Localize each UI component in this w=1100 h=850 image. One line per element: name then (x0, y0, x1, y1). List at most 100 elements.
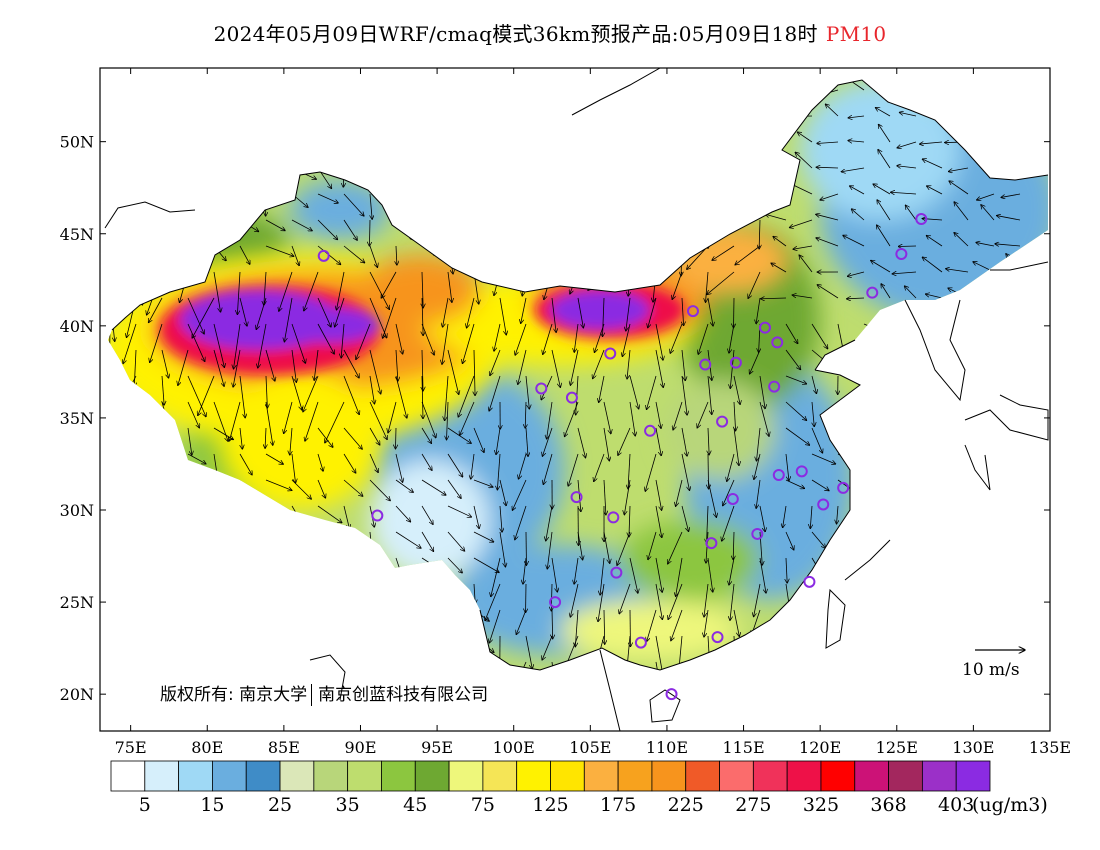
wind-arrow (239, 453, 252, 475)
wind-arrow (892, 272, 917, 274)
wind-arrow (123, 323, 137, 364)
wind-arrow (954, 233, 969, 247)
wind-arrow (733, 609, 739, 637)
wind-arrow (303, 375, 319, 412)
wind-arrow (816, 167, 839, 168)
wind-arrow (150, 323, 163, 363)
lon-tick-label: 135E (1029, 738, 1071, 757)
lon-tick-label: 85E (268, 738, 300, 757)
city-marker (915, 213, 928, 226)
wind-arrow (598, 583, 605, 622)
wind-arrow (849, 186, 865, 195)
wind-arrow (687, 245, 709, 269)
colorbar-swatch (786, 760, 822, 792)
wind-arrow (491, 557, 501, 597)
wind-arrow (229, 401, 241, 441)
wind-arrow (789, 219, 813, 228)
wind-arrow (447, 401, 448, 440)
wind-arrow (291, 323, 305, 363)
wind-arrow (396, 349, 398, 381)
wind-arrow (213, 427, 233, 440)
city-marker (565, 391, 578, 404)
wind-arrow (515, 505, 527, 540)
wind-arrow (594, 323, 605, 353)
wind-arrow (518, 453, 527, 479)
wind-arrow (421, 401, 436, 438)
wind-arrow (871, 260, 891, 273)
city-marker (729, 356, 742, 369)
wind-arrow (920, 142, 943, 144)
wind-arrow (265, 219, 285, 231)
wind-arrow (447, 427, 471, 443)
wind-arrow (317, 479, 326, 498)
colorbar-swatch (516, 760, 551, 792)
wind-arrow (655, 401, 661, 428)
wind-arrow (265, 349, 275, 381)
wind-arrow (442, 323, 449, 364)
wind-arrow (622, 323, 631, 357)
wind-arrow (422, 271, 423, 308)
city-marker (716, 415, 729, 428)
city-marker (699, 358, 712, 371)
copyright-separator (311, 684, 313, 706)
wind-arrow (707, 271, 735, 295)
copyright-org2: 南京创蓝科技有限公司 (318, 685, 489, 705)
city-marker (817, 498, 830, 511)
wind-arrow (381, 271, 397, 298)
wind-arrow (707, 479, 716, 517)
colorbar-swatch (888, 760, 923, 792)
wind-arrow (618, 427, 631, 455)
wind-arrow (447, 505, 472, 517)
wind-arrow (925, 294, 943, 299)
wind-arrow (817, 142, 839, 143)
wind-arrow (395, 479, 413, 492)
wind-arrow (462, 323, 475, 364)
wind-arrow (954, 202, 969, 221)
wind-arrow (447, 271, 452, 302)
wind-arrow (568, 453, 579, 486)
wind-arrow (421, 531, 434, 551)
wind-arrow (759, 557, 766, 593)
wind-arrow (735, 245, 761, 265)
wind-arrow (946, 269, 969, 273)
wind-arrow (443, 297, 449, 327)
wind-arrow (897, 141, 917, 148)
wind-arrow (317, 323, 334, 354)
wind-arrow (265, 427, 266, 448)
wind-arrow (593, 349, 605, 379)
wind-arrow (317, 219, 338, 240)
wind-arrow (670, 323, 683, 353)
wind-arrow (239, 297, 247, 326)
wind-arrow (708, 427, 709, 455)
colorbar-swatch (719, 760, 754, 792)
wind-arrow (497, 453, 501, 490)
colorbar-swatch (279, 760, 315, 792)
city-marker (837, 481, 850, 494)
wind-arrow (187, 427, 192, 455)
colorbar-label: 45 (403, 794, 428, 816)
wind-arrow (748, 271, 761, 298)
wind-arrow (673, 401, 683, 430)
coastlines (104, 68, 1049, 731)
colorbar-label: 325 (802, 794, 840, 816)
wind-arrow (395, 427, 396, 449)
wind-arrow (291, 375, 302, 410)
lon-tick-label: 110E (646, 738, 688, 757)
latitude-axis: 50N 45N 40N 35N 30N 25N 20N (60, 133, 1050, 704)
wind-arrow (668, 531, 683, 564)
wind-arrow (369, 453, 378, 473)
city-marker (686, 305, 699, 318)
wind-arrow (976, 242, 995, 247)
colorbar-label: 25 (267, 794, 293, 816)
colorbar-swatch (347, 760, 382, 792)
wind-arrow (707, 557, 713, 592)
wind-arrow (265, 401, 273, 445)
colorbar-swatch (178, 760, 213, 792)
city-marker (634, 636, 647, 649)
wind-arrow (645, 453, 657, 491)
wind-arrow (848, 116, 865, 118)
wind-arrow (875, 108, 891, 117)
city-marker (795, 465, 808, 478)
wind-arrow (697, 401, 709, 428)
wind-arrow (841, 167, 865, 172)
